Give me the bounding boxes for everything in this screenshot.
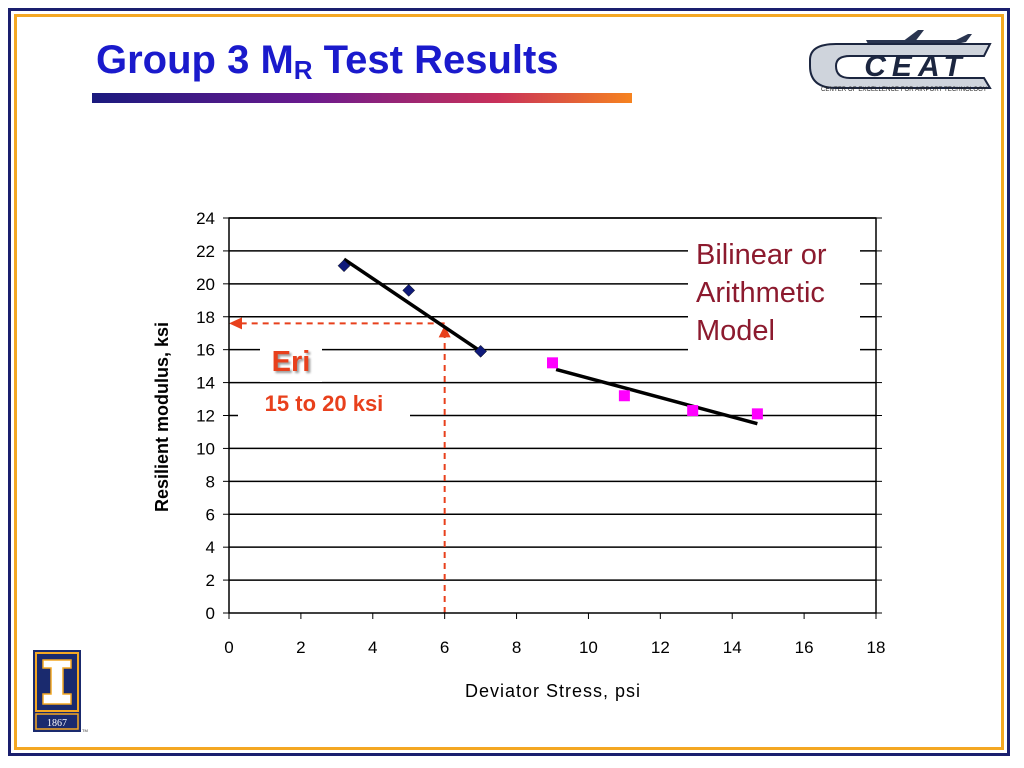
x-tick-label-8: 8 [512, 638, 521, 657]
guide-arrow-left-icon [229, 317, 242, 330]
data-point-series-1-3 [474, 344, 487, 358]
logo-caption: CENTER OF EXCELLENCE FOR AIRPORT TECHNOL… [820, 87, 987, 93]
university-logo-tm: TM [82, 728, 88, 733]
university-logo: 1867 TM [33, 650, 88, 733]
fit-line-series-1 [343, 257, 482, 353]
x-tick-label-4: 4 [368, 638, 377, 657]
model-annotation-line-2: Arithmetic [696, 277, 825, 309]
university-logo-year: 1867 [47, 718, 67, 729]
guide-lines [229, 317, 451, 613]
y-tick-label-6: 6 [206, 505, 215, 524]
slide-frame-inner [14, 14, 1004, 750]
y-tick-label-4: 4 [206, 538, 215, 557]
x-tick-label-10: 10 [579, 638, 598, 657]
slide-title-tail: Test Results [312, 38, 559, 82]
y-tick-label-20: 20 [196, 275, 215, 294]
x-tick-label-14: 14 [723, 638, 742, 657]
model-annotation-line-1: Bilinear or [696, 239, 827, 271]
y-tick-label-14: 14 [196, 374, 215, 393]
data-point-series-2-2 [618, 390, 630, 402]
y-tick-label-24: 24 [196, 209, 215, 228]
x-tick-label-6: 6 [440, 638, 449, 657]
eri-label: Eri [260, 342, 322, 382]
x-tick-label-0: 0 [224, 638, 233, 657]
y-tick-label-0: 0 [206, 604, 215, 623]
slide-title-subscript: R [293, 55, 313, 85]
range-label: 15 to 20 ksi [238, 384, 410, 422]
model-annotation-line-3: Model [696, 315, 775, 347]
plot-border [228, 217, 877, 614]
block-i-icon [42, 659, 72, 705]
y-axis-label: Resilient modulus, ksi [152, 322, 172, 512]
slide-title: Group 3 MR Test Results [96, 38, 559, 86]
data-point-series-1-2 [402, 284, 416, 297]
slide-title-main: Group 3 M [96, 38, 294, 82]
slide-frame [8, 8, 1010, 756]
y-tick-label-12: 12 [196, 407, 215, 426]
data-point-series-2-1 [547, 357, 558, 369]
x-tick-label-16: 16 [795, 638, 814, 657]
logo-wordmark: CEAT [864, 50, 967, 83]
title-underline [92, 93, 632, 103]
y-tick-label-18: 18 [196, 308, 215, 327]
fit-lines [343, 257, 758, 426]
data-points [337, 259, 763, 420]
axes [223, 217, 882, 619]
x-tick-label-18: 18 [867, 638, 886, 657]
fit-line-series-2 [555, 367, 758, 426]
y-tick-label-8: 8 [206, 472, 215, 491]
x-tick-label-2: 2 [296, 638, 305, 657]
data-point-series-2-4 [751, 408, 763, 420]
y-tick-label-10: 10 [196, 439, 215, 458]
y-tick-label-16: 16 [196, 341, 215, 360]
ceat-logo: CEAT [809, 30, 992, 89]
y-tick-label-2: 2 [206, 571, 215, 590]
model-annotation: Bilinear or Arithmetic Model [688, 236, 860, 352]
x-axis-label: Deviator Stress, psi [465, 681, 641, 701]
y-tick-label-22: 22 [196, 242, 215, 261]
data-point-series-2-3 [687, 405, 699, 417]
data-point-series-1-1 [337, 259, 351, 273]
guide-arrow-up-icon [438, 325, 451, 338]
x-tick-label-12: 12 [651, 638, 670, 657]
